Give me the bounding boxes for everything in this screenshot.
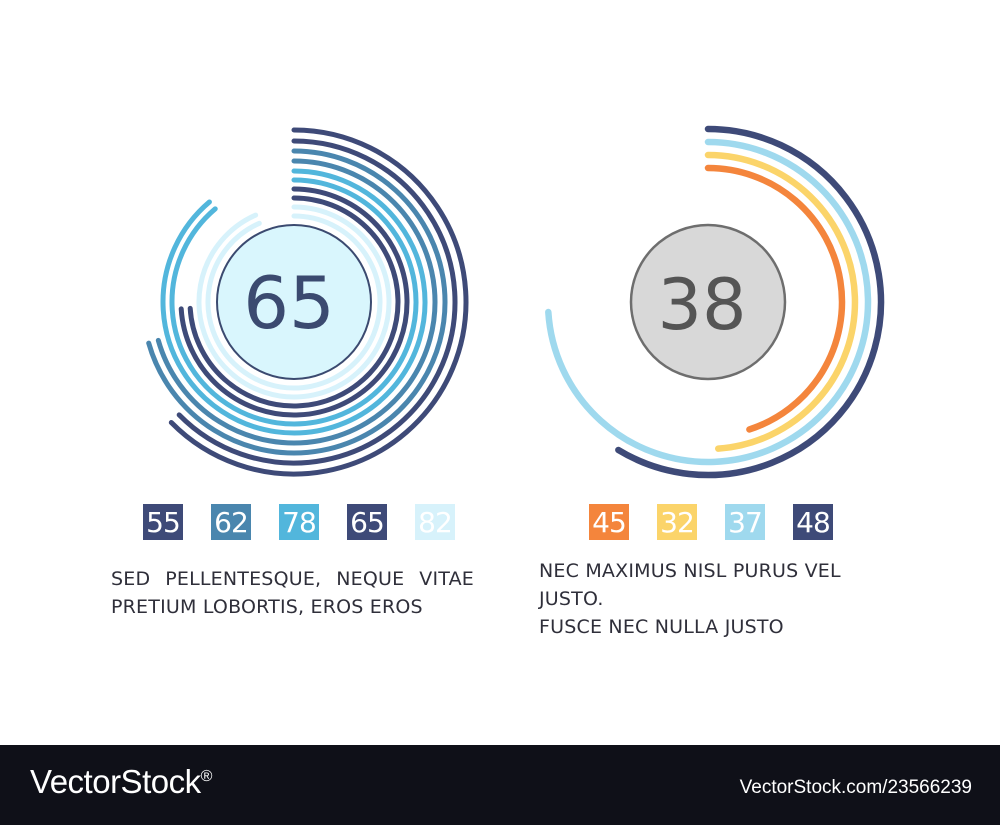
ring-arc	[704, 151, 859, 452]
legend-chip: 62	[211, 504, 251, 540]
right-caption-line-1: NEC MAXIMUS NISL PURUS VEL JUSTO.	[539, 560, 841, 610]
registered-mark: ®	[200, 768, 213, 785]
left-caption: SED PELLENTESQUE, NEQUE VITAE PRETIUM LO…	[111, 565, 474, 621]
left-center-value: 65	[243, 261, 335, 345]
ring-arc	[146, 148, 448, 456]
left-caption-line-2: PRETIUM LOBORTIS, EROS EROS	[111, 596, 423, 618]
right-legend: 45 32 37 48	[589, 504, 833, 540]
legend-chip: 37	[725, 504, 765, 540]
image-url: VectorStock.com/23566239	[739, 777, 972, 798]
legend-chip: 65	[347, 504, 387, 540]
vectorstock-logo: VectorStock®	[30, 763, 212, 801]
ring-arc	[187, 195, 401, 409]
ring-arc	[168, 127, 469, 477]
ring-arc	[196, 204, 392, 400]
legend-chip: 55	[143, 504, 183, 540]
left-center-disc	[216, 224, 372, 380]
ring-arc	[205, 213, 383, 391]
ring-arc	[615, 125, 885, 479]
right-caption-line-2: FUSCE NEC NULLA JUSTO	[539, 616, 784, 638]
right-center-disc	[629, 223, 787, 381]
ring-arc	[545, 138, 872, 466]
ring-arc	[160, 168, 428, 436]
right-center-value: 38	[657, 264, 746, 346]
legend-chip: 45	[589, 504, 629, 540]
right-ring-chart	[545, 125, 885, 479]
legend-chip: 82	[415, 504, 455, 540]
left-ring-chart	[146, 127, 469, 477]
legend-chip: 78	[279, 504, 319, 540]
left-legend: 55 62 78 65 82	[143, 504, 455, 540]
watermark-bar: VectorStock® VectorStock.com/23566239	[0, 745, 1000, 825]
brand-name: VectorStock	[30, 763, 201, 800]
right-caption: NEC MAXIMUS NISL PURUS VEL JUSTO. FUSCE …	[539, 557, 899, 641]
ring-arc	[176, 138, 458, 466]
ring-arc	[178, 186, 410, 418]
legend-chip: 32	[657, 504, 697, 540]
ring-arc	[155, 158, 438, 446]
ring-arc	[169, 177, 419, 427]
ring-arc	[704, 164, 846, 433]
left-caption-line-1: SED PELLENTESQUE, NEQUE VITAE	[111, 568, 474, 590]
legend-chip: 48	[793, 504, 833, 540]
chart-canvas: 65 38	[146, 125, 885, 479]
